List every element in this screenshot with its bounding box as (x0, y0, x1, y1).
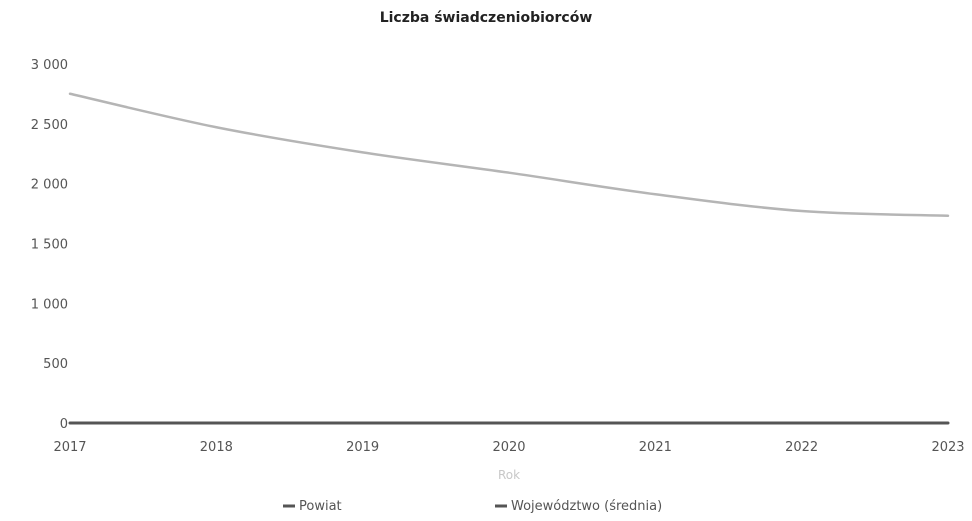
y-axis-ticks: 0 500 1 000 1 500 2 000 2 500 3 000 (31, 58, 68, 432)
legend-item-label: Powiat (299, 499, 342, 514)
x-tick-label: 2018 (200, 440, 233, 455)
series-line-powiat (68, 92, 950, 218)
series-group (68, 92, 950, 425)
y-tick-label: 2 000 (31, 178, 68, 193)
y-tick-label: 0 (60, 417, 68, 432)
legend-item-label: Województwo (średnia) (511, 499, 662, 514)
legend: Powiat Województwo (średnia) (283, 499, 662, 514)
x-tick-label: 2022 (785, 440, 818, 455)
x-tick-label: 2021 (639, 440, 672, 455)
y-tick-label: 1 000 (31, 297, 68, 312)
x-tick-label: 2017 (53, 440, 86, 455)
x-axis-label: Rok (498, 468, 520, 482)
chart-title: Liczba świadczeniobiorców (380, 10, 593, 26)
y-tick-label: 2 500 (31, 118, 68, 133)
x-tick-label: 2023 (931, 440, 964, 455)
x-tick-label: 2019 (346, 440, 379, 455)
y-tick-label: 3 000 (31, 58, 68, 73)
y-tick-label: 1 500 (31, 238, 68, 253)
x-tick-label: 2020 (492, 440, 525, 455)
y-tick-label: 500 (43, 357, 68, 372)
x-axis-ticks: 2017 2018 2019 2020 2021 2022 2023 (53, 440, 964, 455)
